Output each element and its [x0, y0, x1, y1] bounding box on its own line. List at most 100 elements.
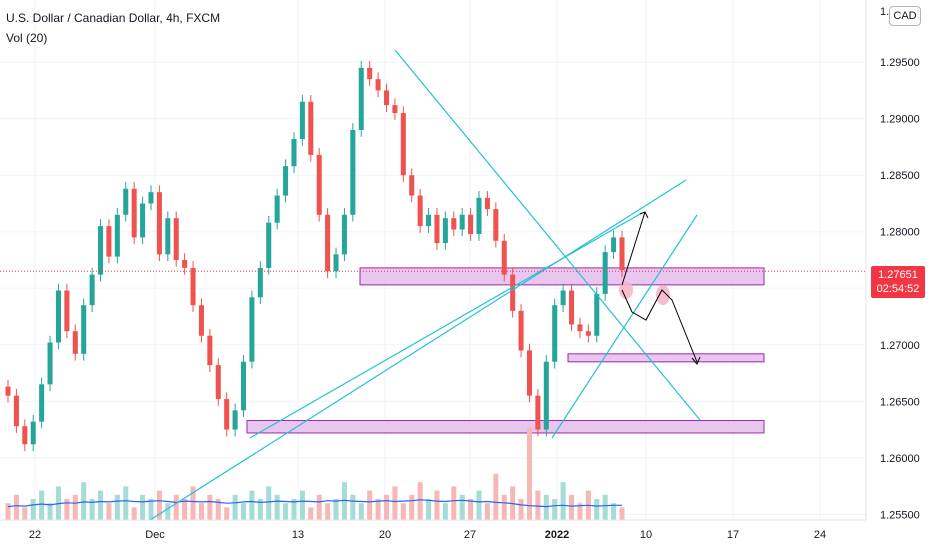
volume-bar: [409, 494, 415, 520]
time-tick-label: 20: [379, 529, 391, 541]
volume-bar: [350, 494, 356, 520]
candle-body: [299, 101, 305, 140]
candle-body: [257, 267, 263, 298]
zone-mid-support: [567, 353, 765, 363]
projection-up-path: [621, 211, 646, 286]
candle-body: [501, 240, 507, 275]
volume-bar: [64, 499, 70, 520]
candle-body: [190, 267, 196, 306]
trendline: [149, 179, 687, 521]
candle-body: [325, 214, 331, 272]
volume-bar: [560, 482, 566, 520]
price-tick-label: 1.26000: [880, 453, 920, 465]
candle-body: [291, 139, 297, 167]
volume-bar: [594, 499, 600, 520]
candle-body: [341, 214, 347, 255]
projection-down-path: [621, 289, 698, 363]
candle-body: [409, 175, 415, 196]
candle-body: [207, 335, 213, 366]
candle-body: [451, 218, 457, 230]
candle-body: [417, 195, 423, 227]
candle-body: [367, 67, 373, 80]
candle-body: [484, 197, 490, 210]
candle-body: [400, 113, 406, 176]
price-tick-label: 1.28500: [880, 170, 920, 182]
time-tick-label: 17: [727, 529, 739, 541]
time-tick-label: 10: [640, 529, 652, 541]
candle-body: [383, 90, 390, 106]
candle-body: [569, 290, 575, 325]
zone-upper-resistance: [359, 267, 765, 286]
candle-body: [611, 237, 617, 253]
volume-bar: [22, 507, 28, 520]
candle-body: [156, 192, 162, 255]
price-tick-label: 1.25500: [880, 509, 920, 521]
candle-body: [165, 218, 171, 255]
time-tick-label: 24: [814, 529, 826, 541]
candle-body: [232, 410, 238, 430]
volume-bar: [426, 499, 432, 520]
volume-bar: [459, 494, 465, 520]
volume-bar: [131, 507, 137, 520]
time-tick-label: Dec: [145, 529, 165, 541]
volume-bar: [569, 494, 575, 520]
volume-bar: [526, 427, 533, 520]
volume-bar: [13, 494, 19, 520]
candle-body: [535, 395, 541, 430]
candle-body: [333, 254, 339, 272]
volume-indicator-label[interactable]: Vol (20): [6, 31, 48, 45]
candle-body: [114, 214, 120, 257]
volume-bar: [190, 486, 196, 520]
touch-point-marker: [656, 285, 670, 305]
symbol-title[interactable]: U.S. Dollar / Canadian Dollar, 4h, FXCM: [6, 11, 221, 25]
candle-body: [316, 154, 322, 215]
candle-body: [97, 226, 104, 275]
volume-bar: [5, 503, 11, 520]
time-axis[interactable]: 22 Dec 13 20 27 2022 10 17 24: [29, 529, 826, 541]
projection-down-arrowhead: [691, 356, 701, 365]
volume-bar: [400, 503, 406, 520]
price-tick-label: 1.26500: [880, 396, 920, 408]
volume-bar: [266, 486, 272, 520]
volume-bar: [476, 490, 482, 520]
volume-bar: [39, 490, 45, 520]
price-tick-label: 1.27000: [880, 340, 920, 352]
volume-bar: [291, 499, 297, 520]
trendline: [551, 214, 698, 439]
candle-body: [47, 342, 53, 385]
volume-bar: [257, 499, 263, 520]
volume-bar: [114, 494, 120, 520]
candle-body: [5, 386, 11, 396]
candle-body: [459, 214, 465, 230]
candle-body: [81, 305, 87, 354]
currency-badge[interactable]: CAD: [889, 6, 921, 26]
volume-bar: [207, 494, 213, 520]
candle-body: [518, 310, 524, 351]
price-axis[interactable]: 1.255001.260001.265001.270001.275001.280…: [880, 6, 920, 521]
volume-bar: [140, 494, 146, 520]
volume-bar: [383, 494, 390, 520]
volume-bar: [156, 490, 162, 520]
volume-bar: [72, 494, 78, 520]
candle-body: [39, 384, 45, 422]
volume-bar: [182, 499, 188, 520]
volume-bar: [224, 507, 230, 520]
candle-body: [22, 426, 28, 445]
candle-body: [510, 274, 516, 311]
volume-bar: [232, 494, 238, 520]
volume-bar: [484, 503, 490, 520]
volume-bar: [97, 490, 104, 520]
time-tick-label: 22: [29, 529, 41, 541]
candle-body: [240, 361, 247, 411]
candle-body: [392, 105, 398, 114]
candle-body: [308, 101, 314, 155]
volume-bar: [30, 499, 36, 520]
volume-bar: [535, 490, 541, 520]
volume-bar: [333, 499, 339, 520]
candle-body: [476, 197, 482, 234]
last-price-value: 1.27651: [878, 269, 918, 281]
volume-bar: [552, 499, 558, 520]
volume-pane: [5, 427, 625, 520]
candle-body: [493, 209, 499, 241]
